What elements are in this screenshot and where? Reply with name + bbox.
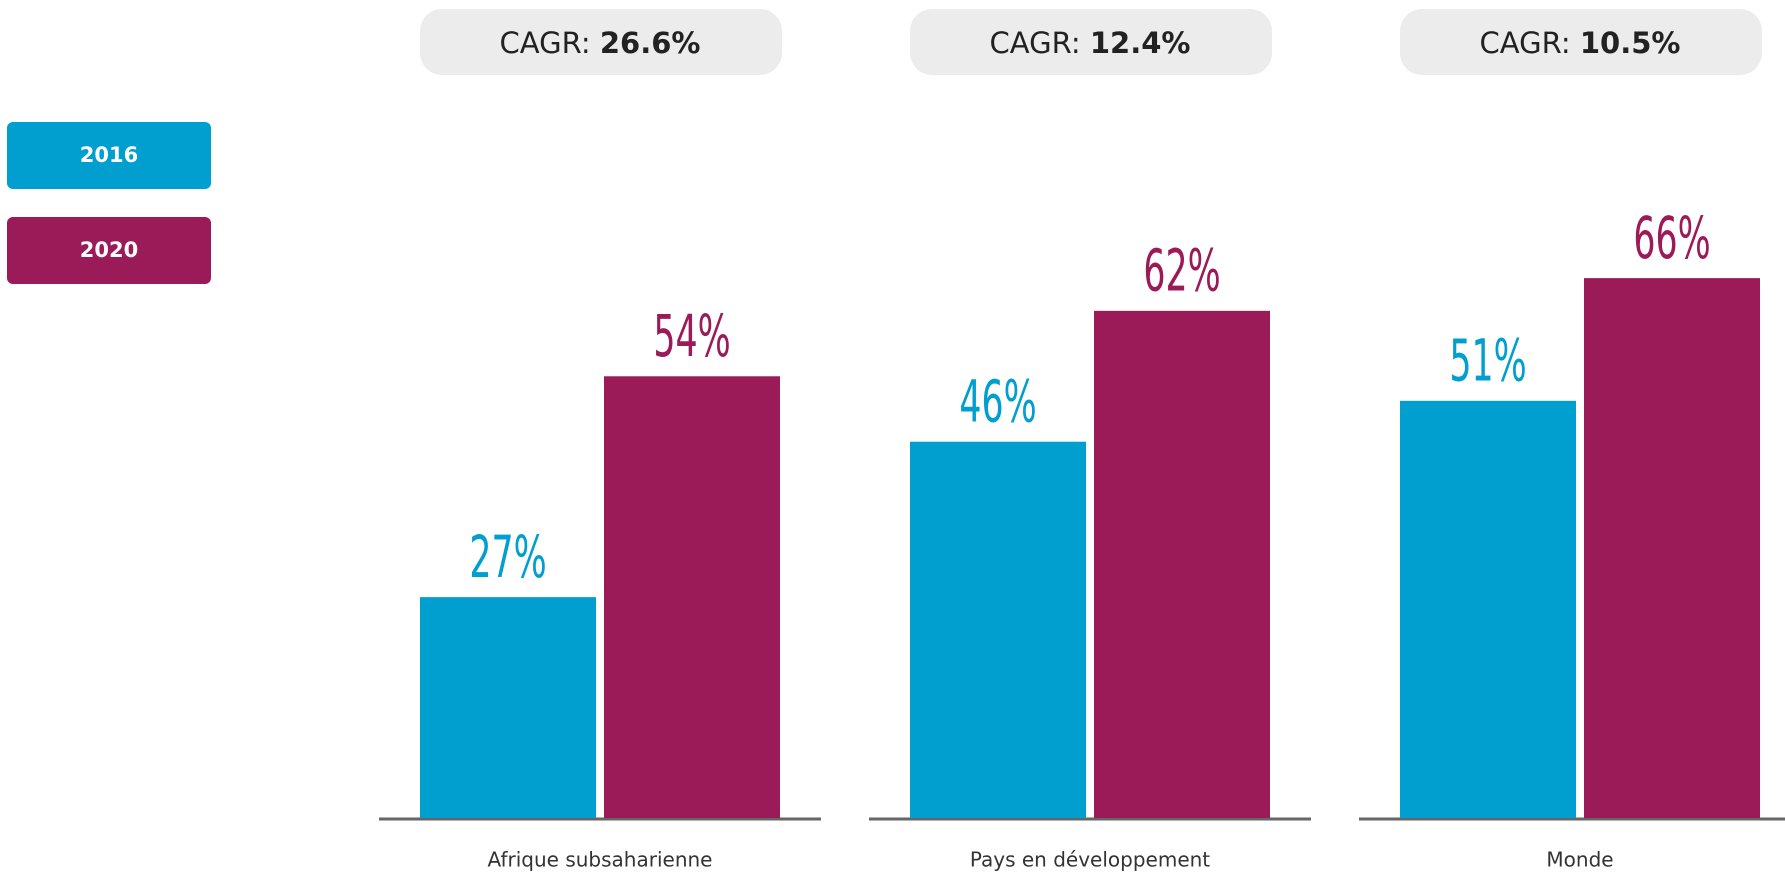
annotation-prefix: CAGR: [500, 26, 591, 60]
annotation-value: 26.6% [600, 26, 701, 60]
bar [1584, 278, 1760, 818]
data-label: 54% [653, 304, 730, 371]
x-tick-label: Monde [1546, 848, 1613, 872]
data-label: 46% [959, 369, 1036, 436]
annotation-pill [910, 9, 1272, 75]
data-label: 27% [469, 525, 546, 592]
annotation-pill [1400, 9, 1762, 75]
annotation-prefix: CAGR: [990, 26, 1081, 60]
annotation: CAGR: 10.5% [1480, 26, 1681, 60]
legend-swatch [7, 122, 211, 189]
legend-swatch [7, 217, 211, 284]
bar [1400, 400, 1576, 818]
x-tick-label: Afrique subsaharienne [488, 848, 713, 872]
legend-label: 2016 [80, 143, 138, 167]
x-tick-label: Pays en développement [970, 848, 1210, 872]
annotation-prefix: CAGR: [1480, 26, 1571, 60]
annotation: CAGR: 26.6% [500, 26, 701, 60]
annotation-pill [420, 9, 782, 75]
data-label: 66% [1633, 206, 1710, 273]
bar [604, 376, 780, 818]
annotation-value: 10.5% [1580, 26, 1681, 60]
bar [1094, 310, 1270, 818]
annotation-value: 12.4% [1090, 26, 1191, 60]
legend-label: 2020 [80, 238, 138, 262]
bar [420, 597, 596, 818]
data-label: 51% [1449, 328, 1526, 395]
annotation: CAGR: 12.4% [990, 26, 1191, 60]
data-label: 62% [1143, 238, 1220, 305]
bar [910, 441, 1086, 818]
